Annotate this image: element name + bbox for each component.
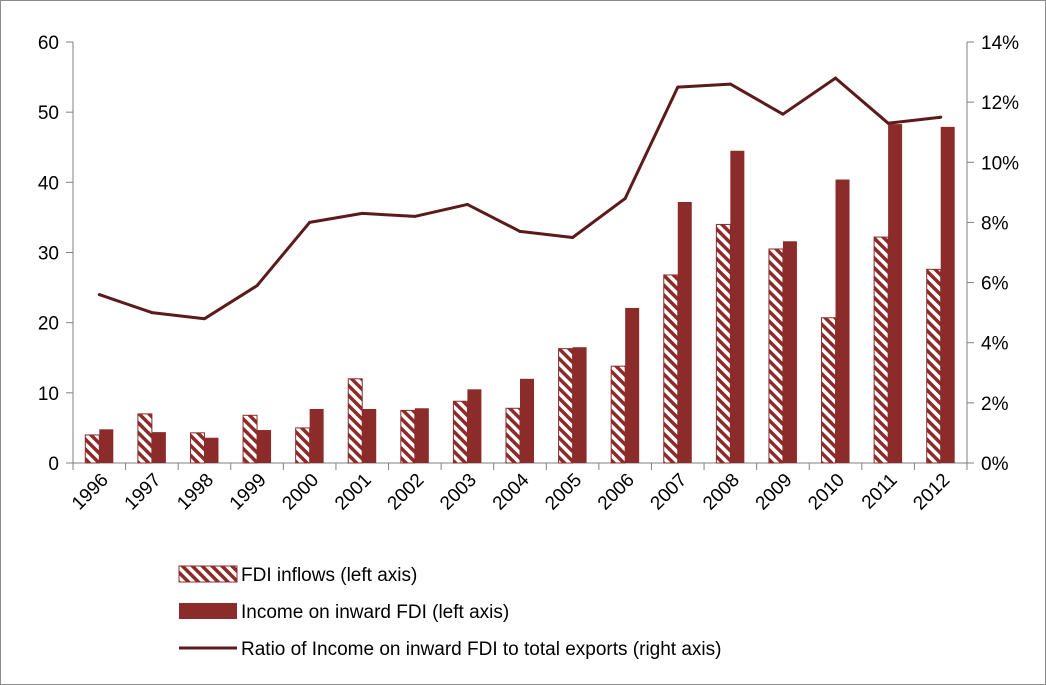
x-tick-label: 1996	[68, 470, 113, 515]
bar-fdi-inflows	[84, 434, 100, 464]
bar-fdi-inflows	[610, 365, 626, 464]
bar-fdi-inflows	[347, 378, 363, 464]
x-tick-label: 2001	[331, 470, 376, 515]
x-tick-label: 2006	[594, 470, 639, 515]
x-tick-label: 2011	[858, 470, 902, 514]
bar-income-inward-fdi	[520, 378, 534, 463]
ratio-point	[308, 220, 312, 224]
right-tick-label: 0%	[981, 454, 1009, 475]
bar-income-inward-fdi	[572, 347, 587, 463]
legend-label-fdi-inflows: FDI inflows (left axis)	[241, 565, 417, 586]
bar-income-inward-fdi	[888, 124, 903, 463]
bar-income-inward-fdi	[625, 307, 640, 463]
bar-income-inward-fdi	[730, 150, 745, 463]
legend: FDI inflows (left axis) Income on inward…	[178, 565, 721, 660]
bar-income-inward-fdi	[99, 429, 114, 463]
ratio-point	[623, 196, 627, 200]
left-tick-label: 30	[38, 244, 59, 265]
ratio-point	[518, 229, 522, 233]
bar-fdi-inflows	[400, 409, 416, 464]
bar-income-inward-fdi	[151, 432, 166, 463]
x-tick-label: 1999	[226, 470, 271, 515]
right-tick-label: 10%	[981, 153, 1019, 174]
bar-fdi-inflows	[873, 236, 889, 464]
ratio-point	[939, 115, 943, 119]
legend-item-ratio: Ratio of Income on inward FDI to total e…	[179, 639, 721, 660]
bar-fdi-inflows	[821, 317, 837, 464]
bar-income-inward-fdi	[835, 179, 850, 463]
legend-item-income-inward-fdi: Income on inward FDI (left axis)	[179, 602, 509, 623]
right-tick-label: 8%	[981, 213, 1009, 234]
bar-income-inward-fdi	[414, 408, 429, 463]
x-tick-label: 2004	[489, 469, 534, 514]
bar-income-inward-fdi	[257, 430, 272, 463]
ratio-point	[97, 293, 101, 297]
bar-income-inward-fdi	[204, 437, 219, 463]
x-tick-label: 2012	[909, 470, 954, 515]
left-tick-label: 40	[38, 173, 59, 194]
x-tick-labels: 1996 1997 1998 1999 2000 2001 2002 2003 2004 2005…	[68, 469, 954, 514]
legend-label-ratio: Ratio of Income on inward FDI to total e…	[241, 639, 721, 660]
bar-income-inward-fdi	[940, 126, 955, 463]
legend-item-fdi-inflows: FDI inflows (left axis)	[178, 565, 417, 586]
ratio-point	[834, 76, 838, 80]
right-tick-label: 6%	[981, 274, 1009, 295]
x-tick-label: 2009	[752, 470, 797, 515]
left-tick-label: 0	[48, 454, 59, 475]
ratio-point	[202, 317, 206, 321]
bar-fdi-inflows	[242, 414, 258, 464]
ratio-point	[413, 214, 417, 218]
bar-fdi-inflows	[189, 432, 205, 464]
ratio-point	[781, 112, 785, 116]
bar-income-inward-fdi	[677, 201, 692, 464]
bar-fdi-inflows	[452, 400, 468, 464]
ratio-point	[676, 85, 680, 89]
bar-fdi-inflows	[558, 348, 574, 464]
right-tick-label: 4%	[981, 334, 1009, 355]
left-tick-label: 10	[38, 384, 59, 405]
bar-income-inward-fdi	[467, 389, 482, 463]
left-tick-label: 20	[38, 314, 59, 335]
bar-income-inward-fdi	[362, 408, 377, 463]
right-tick-label: 14%	[981, 33, 1019, 54]
x-tick-label: 2002	[384, 470, 429, 515]
x-tick-label: 2008	[699, 470, 744, 515]
left-tick-label: 50	[38, 103, 59, 124]
x-tick-label: 2007	[647, 470, 692, 515]
x-tick-label: 1998	[173, 470, 218, 515]
bar-fdi-inflows	[505, 407, 521, 464]
bars	[84, 124, 955, 464]
axes: 0 10 20 30 40 50 60 0% 2% 4% 6% 8% 10% 12% 14%	[38, 33, 1019, 475]
bar-fdi-inflows	[663, 274, 679, 464]
x-tick-label: 2005	[541, 470, 586, 515]
bar-income-inward-fdi	[782, 241, 797, 463]
ratio-point	[360, 211, 364, 215]
bar-fdi-inflows	[137, 413, 153, 464]
right-tick-label: 12%	[981, 93, 1019, 114]
ratio-point	[571, 235, 575, 239]
legend-swatch-fdi-inflows	[178, 565, 238, 583]
x-tick-label: 1997	[121, 470, 166, 515]
bar-fdi-inflows	[295, 427, 311, 464]
x-tick-label: 2010	[804, 470, 849, 515]
legend-swatch-income-inward-fdi	[179, 603, 237, 619]
bar-fdi-inflows	[715, 223, 731, 464]
bar-income-inward-fdi	[309, 408, 324, 463]
bar-fdi-inflows	[768, 248, 784, 464]
legend-label-income-inward-fdi: Income on inward FDI (left axis)	[241, 602, 509, 623]
ratio-point	[255, 284, 259, 288]
ratio-line	[98, 76, 941, 321]
right-tick-label: 2%	[981, 394, 1009, 415]
ratio-line-layer	[97, 76, 943, 321]
x-tick-label: 2000	[278, 470, 323, 515]
ratio-point	[886, 121, 890, 125]
x-tick-label: 2003	[436, 470, 481, 515]
left-tick-label: 60	[38, 33, 59, 54]
bar-fdi-inflows	[926, 268, 942, 464]
ratio-point	[150, 311, 154, 315]
ratio-point	[465, 202, 469, 206]
ratio-point	[728, 82, 732, 86]
